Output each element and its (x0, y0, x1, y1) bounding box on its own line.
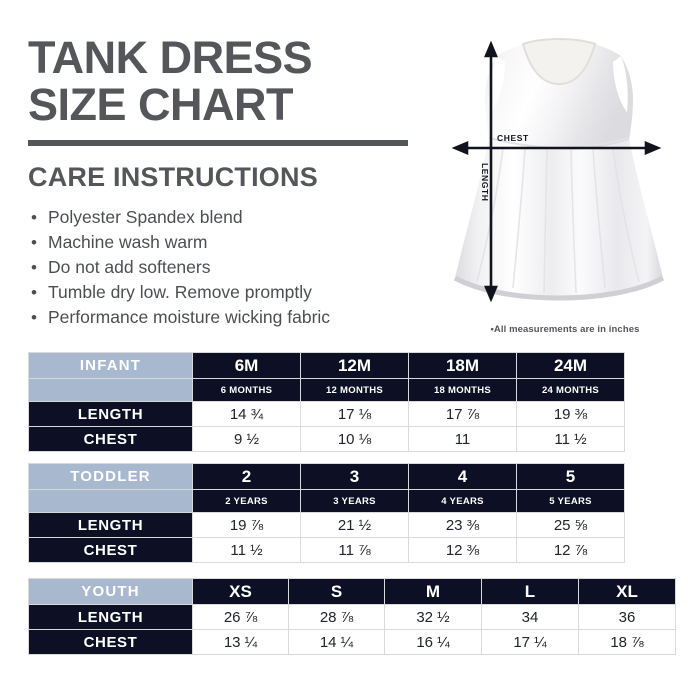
category-label-infant: INFANT (28, 352, 193, 379)
measurement-value: 14 ¾ (192, 401, 301, 427)
toddler-size-table: TODDLER 2 3 4 5 2 YEARS 3 YEARS 4 YEARS … (28, 463, 625, 563)
list-item: • Performance moisture wicking fabric (28, 305, 420, 330)
bullet-icon: • (31, 233, 37, 252)
care-item-text: Do not add softeners (48, 257, 211, 277)
measurement-value: 9 ½ (192, 426, 301, 452)
measurement-value: 25 ⅝ (516, 512, 625, 538)
care-item-text: Machine wash warm (48, 232, 208, 252)
measurement-value: 28 ⅞ (288, 604, 385, 630)
list-item: • Polyester Spandex blend (28, 205, 420, 230)
infant-size-table: INFANT 6M 12M 18M 24M 6 MONTHS 12 MONTHS… (28, 352, 625, 452)
measurement-value: 19 ⅜ (516, 401, 625, 427)
measurement-value: 19 ⅞ (192, 512, 301, 538)
size-header: 12M (300, 352, 409, 379)
measurement-units-note: •All measurements are in inches (490, 324, 640, 335)
measurement-value: 26 ⅞ (192, 604, 289, 630)
measurement-value: 17 ⅞ (408, 401, 517, 427)
size-header: 5 (516, 463, 625, 490)
size-header: L (481, 578, 579, 605)
measurement-value: 12 ⅞ (516, 537, 625, 563)
measurement-value: 34 (481, 604, 579, 630)
row-label: CHEST (28, 629, 193, 655)
measurement-value: 17 ⅛ (300, 401, 409, 427)
measurement-value: 11 (408, 426, 517, 452)
size-header: 6M (192, 352, 301, 379)
table-row: CHEST 9 ½ 10 ⅛ 11 11 ½ (28, 426, 625, 452)
dress-illustration-panel: CHEST LENGTH •All measurements are in in… (443, 30, 675, 350)
measurement-value: 18 ⅞ (578, 629, 676, 655)
measurement-value: 23 ⅜ (408, 512, 517, 538)
row-label: CHEST (28, 537, 193, 563)
tank-dress-image (443, 30, 675, 320)
blank-cell (28, 378, 193, 402)
subsize-header: 12 MONTHS (300, 378, 409, 402)
table-row: LENGTH 14 ¾ 17 ⅛ 17 ⅞ 19 ⅜ (28, 401, 625, 427)
subsize-header: 6 MONTHS (192, 378, 301, 402)
chest-measure-label: CHEST (497, 133, 529, 143)
measurement-value: 32 ½ (384, 604, 482, 630)
subsize-header: 24 MONTHS (516, 378, 625, 402)
page-title: TANK DRESS SIZE CHART (28, 32, 313, 130)
row-label: LENGTH (28, 401, 193, 427)
subsize-header: 3 YEARS (300, 489, 409, 513)
care-instructions-list: • Polyester Spandex blend • Machine wash w… (28, 205, 420, 330)
table-row: 6 MONTHS 12 MONTHS 18 MONTHS 24 MONTHS (28, 378, 625, 402)
table-row: LENGTH 19 ⅞ 21 ½ 23 ⅜ 25 ⅝ (28, 512, 625, 538)
length-measure-label: LENGTH (480, 163, 490, 202)
size-header: XL (578, 578, 676, 605)
bullet-icon: • (31, 258, 37, 277)
subsize-header: 2 YEARS (192, 489, 301, 513)
subsize-header: 18 MONTHS (408, 378, 517, 402)
measurement-value: 17 ¼ (481, 629, 579, 655)
care-item-text: Polyester Spandex blend (48, 207, 243, 227)
care-item-text: Tumble dry low. Remove promptly (48, 282, 312, 302)
row-label: LENGTH (28, 604, 193, 630)
list-item: • Machine wash warm (28, 230, 420, 255)
table-row: CHEST 13 ¼ 14 ¼ 16 ¼ 17 ¼ 18 ⅞ (28, 629, 676, 655)
size-header: 2 (192, 463, 301, 490)
table-row: 2 YEARS 3 YEARS 4 YEARS 5 YEARS (28, 489, 625, 513)
youth-size-table: YOUTH XS S M L XL LENGTH 26 ⅞ 28 ⅞ 32 ½ … (28, 578, 676, 655)
measurement-value: 11 ½ (516, 426, 625, 452)
measurement-value: 14 ¼ (288, 629, 385, 655)
size-header: 18M (408, 352, 517, 379)
category-label-youth: YOUTH (28, 578, 193, 605)
subsize-header: 4 YEARS (408, 489, 517, 513)
left-column: TANK DRESS SIZE CHART CARE INSTRUCTIONS … (28, 34, 420, 330)
measurement-value: 16 ¼ (384, 629, 482, 655)
size-header: 3 (300, 463, 409, 490)
measurement-value: 13 ¼ (192, 629, 289, 655)
measurement-value: 36 (578, 604, 676, 630)
size-header: M (384, 578, 482, 605)
care-item-text: Performance moisture wicking fabric (48, 307, 331, 327)
list-item: • Do not add softeners (28, 255, 420, 280)
size-header: S (288, 578, 385, 605)
title-divider (28, 140, 408, 146)
care-instructions-heading: CARE INSTRUCTIONS (28, 162, 318, 192)
table-row: CHEST 11 ½ 11 ⅞ 12 ⅜ 12 ⅞ (28, 537, 625, 563)
measurement-value: 12 ⅜ (408, 537, 517, 563)
measurement-value: 21 ½ (300, 512, 409, 538)
table-row: YOUTH XS S M L XL (28, 578, 676, 605)
size-header: 4 (408, 463, 517, 490)
size-header: 24M (516, 352, 625, 379)
bullet-icon: • (31, 283, 37, 302)
subsize-header: 5 YEARS (516, 489, 625, 513)
table-row: INFANT 6M 12M 18M 24M (28, 352, 625, 379)
list-item: • Tumble dry low. Remove promptly (28, 280, 420, 305)
size-header: XS (192, 578, 289, 605)
table-row: LENGTH 26 ⅞ 28 ⅞ 32 ½ 34 36 (28, 604, 676, 630)
measurement-value: 10 ⅛ (300, 426, 409, 452)
row-label: CHEST (28, 426, 193, 452)
measurement-value: 11 ⅞ (300, 537, 409, 563)
blank-cell (28, 489, 193, 513)
measurement-value: 11 ½ (192, 537, 301, 563)
table-row: TODDLER 2 3 4 5 (28, 463, 625, 490)
row-label: LENGTH (28, 512, 193, 538)
bullet-icon: • (31, 208, 37, 227)
bullet-icon: • (31, 308, 37, 327)
category-label-toddler: TODDLER (28, 463, 193, 490)
